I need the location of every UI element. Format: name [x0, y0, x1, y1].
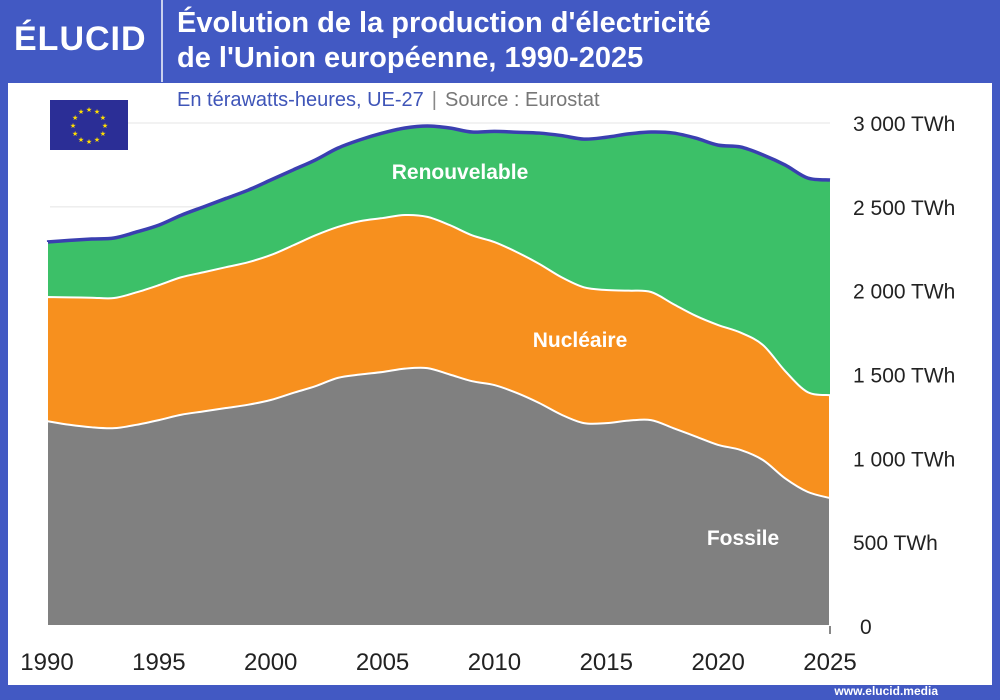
star-icon: ★ — [78, 108, 84, 116]
header-divider — [161, 0, 163, 82]
area-fossile — [46, 366, 831, 627]
label-renouvelable: Renouvelable — [392, 161, 529, 184]
x-tick-label: 1995 — [132, 649, 185, 676]
header: ÉLUCID Évolution de la production d'élec… — [0, 0, 1000, 82]
footer-url[interactable]: www.elucid.media — [834, 684, 938, 698]
y-tick-label: 0 — [860, 616, 872, 639]
star-icon: ★ — [72, 114, 78, 122]
chart-title: Évolution de la production d'électricité… — [177, 6, 711, 76]
y-tick-label: 1 000 TWh — [853, 448, 955, 471]
x-tick-label: 2020 — [691, 649, 744, 676]
y-tick-label: 3 000 TWh — [853, 113, 955, 136]
x-tick-label: 2015 — [580, 649, 633, 676]
star-icon: ★ — [86, 106, 92, 114]
star-icon: ★ — [86, 138, 92, 146]
y-tick-label: 1 500 TWh — [853, 365, 955, 388]
y-tick-label: 2 000 TWh — [853, 281, 955, 304]
x-tick-label: 2010 — [468, 649, 521, 676]
title-line-1: Évolution de la production d'électricité — [177, 7, 711, 39]
star-icon: ★ — [70, 122, 76, 130]
elucid-logo: ÉLUCID — [14, 20, 147, 58]
star-icon: ★ — [94, 108, 100, 116]
x-tick-label: 2025 — [803, 649, 856, 676]
star-icon: ★ — [72, 130, 78, 138]
subtitle: En térawatts-heures, UE-27 | Source : Euro… — [177, 89, 600, 112]
subtitle-units: En térawatts-heures, UE-27 — [177, 89, 424, 111]
source: Source : Eurostat — [444, 89, 600, 111]
star-icon: ★ — [100, 114, 106, 122]
eu-flag-icon: ★ ★ ★ ★ ★ ★ ★ ★ ★ ★ ★ ★ — [50, 100, 128, 150]
subtitle-separator: | — [431, 89, 437, 111]
title-line-2: de l'Union européenne, 1990-2025 — [177, 42, 644, 74]
x-tick-label: 2005 — [356, 649, 409, 676]
x-tick-label: 2000 — [244, 649, 297, 676]
label-nucleaire: Nucléaire — [533, 329, 628, 352]
total-line — [46, 124, 831, 244]
label-fossile: Fossile — [707, 527, 779, 550]
star-icon: ★ — [102, 122, 108, 130]
y-tick-label: 500 TWh — [853, 532, 938, 555]
y-tick-label: 2 500 TWh — [853, 197, 955, 220]
eu-stars-icon: ★ ★★★★★★★★★★★ — [70, 106, 108, 146]
star-icon: ★ — [100, 130, 106, 138]
star-icon: ★ — [94, 136, 100, 144]
star-icon: ★ — [78, 136, 84, 144]
x-tick-label: 1990 — [20, 649, 73, 676]
